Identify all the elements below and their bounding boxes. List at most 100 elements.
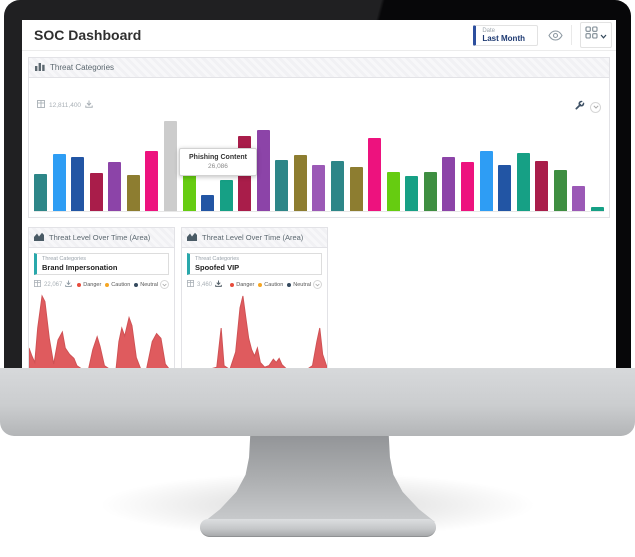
tooltip-value: 26,086 xyxy=(208,163,228,170)
widget-threat-categories: Threat Categories 12,811,400 xyxy=(28,57,610,218)
screen: SOC Dashboard Date Last Month xyxy=(22,20,616,368)
widget-selector-button[interactable] xyxy=(580,22,612,48)
bar[interactable] xyxy=(460,162,474,211)
area-stats: 3,460 Danger Caution Neutral xyxy=(187,280,322,289)
legend-dot xyxy=(77,282,82,287)
date-filter[interactable]: Date Last Month xyxy=(473,24,538,46)
eye-icon[interactable] xyxy=(548,29,563,41)
bar[interactable] xyxy=(423,172,437,211)
wrench-icon[interactable] xyxy=(574,98,585,116)
legend-dot xyxy=(105,282,110,287)
bar[interactable] xyxy=(331,161,344,211)
stat-row: 22,067 xyxy=(34,280,73,289)
tooltip-label: Phishing Content xyxy=(189,154,247,161)
area-stats: 22,067 Danger Caution Neutral xyxy=(34,280,169,289)
bar[interactable] xyxy=(498,165,512,211)
area-chart-icon xyxy=(187,232,197,243)
legend: Danger Caution Neutral xyxy=(230,282,311,288)
monitor-chin xyxy=(0,368,635,436)
bar[interactable] xyxy=(535,161,549,211)
bar[interactable] xyxy=(312,165,326,211)
filter-label: Threat Categories xyxy=(42,256,87,262)
stat-total: 12,811,400 xyxy=(49,101,82,109)
app-header: SOC Dashboard Date Last Month xyxy=(22,20,616,51)
bar[interactable] xyxy=(553,170,567,211)
download-icon[interactable] xyxy=(65,280,73,289)
widget-threat-level-left: Threat Level Over Time (Area) Threat Cat… xyxy=(28,227,175,368)
widget-threat-categories-body: 12,811,400 xyxy=(29,78,609,217)
bar[interactable] xyxy=(219,180,233,211)
bar[interactable] xyxy=(201,195,215,211)
lower-widgets-row: Threat Level Over Time (Area) Threat Cat… xyxy=(28,227,616,368)
bar[interactable] xyxy=(572,186,586,211)
area-chart-icon xyxy=(34,232,44,243)
legend-item-danger[interactable]: Danger xyxy=(77,282,101,288)
bar[interactable] xyxy=(108,162,122,211)
widget-threat-level-right: Threat Level Over Time (Area) Threat Cat… xyxy=(181,227,328,368)
bar[interactable] xyxy=(349,167,363,211)
bar[interactable] xyxy=(442,157,456,211)
bar-highlighted[interactable] xyxy=(163,121,177,211)
legend-item-neutral[interactable]: Neutral xyxy=(287,282,311,288)
chart-tooltip: Phishing Content 26,086 xyxy=(179,148,257,176)
monitor-stand-base xyxy=(200,519,436,537)
legend-toggle-button[interactable] xyxy=(160,280,169,289)
bar[interactable] xyxy=(126,175,140,211)
date-filter-value: Last Month xyxy=(482,33,525,43)
widget-title: Threat Categories xyxy=(50,63,115,72)
table-icon xyxy=(187,280,194,289)
bar[interactable] xyxy=(405,176,419,211)
filter-label: Threat Categories xyxy=(195,256,240,262)
legend-wrap: Danger Caution Neutral xyxy=(77,280,169,289)
bar[interactable] xyxy=(34,174,47,211)
monitor-bezel: SOC Dashboard Date Last Month xyxy=(4,0,631,368)
bar[interactable] xyxy=(368,138,382,211)
bar[interactable] xyxy=(516,153,530,211)
bar[interactable] xyxy=(145,151,159,211)
widget-title: Threat Level Over Time (Area) xyxy=(49,233,151,242)
bar[interactable] xyxy=(71,157,85,211)
download-icon[interactable] xyxy=(85,100,93,110)
date-filter-label: Date xyxy=(482,27,496,34)
widget-tools xyxy=(574,98,601,116)
bar[interactable] xyxy=(386,172,400,211)
filter-box[interactable]: Threat Categories Brand Impersonation xyxy=(34,253,169,275)
legend-wrap: Danger Caution Neutral xyxy=(230,280,322,289)
download-icon[interactable] xyxy=(215,280,222,289)
legend-dot xyxy=(258,282,263,287)
divider xyxy=(571,25,572,45)
bar[interactable] xyxy=(293,155,307,211)
legend-toggle-button[interactable] xyxy=(313,280,322,289)
bar[interactable] xyxy=(275,160,289,211)
bar-chart xyxy=(34,120,604,212)
legend-item-neutral[interactable]: Neutral xyxy=(134,282,158,288)
legend-dot xyxy=(287,282,292,287)
page-title: SOC Dashboard xyxy=(34,27,142,43)
area-chart-brand-impersonation[interactable] xyxy=(29,292,174,368)
filter-value: Spoofed VIP xyxy=(195,263,240,272)
stat-row: 12,811,400 xyxy=(37,100,93,110)
filter-box[interactable]: Threat Categories Spoofed VIP xyxy=(187,253,322,275)
bar[interactable] xyxy=(52,154,66,211)
bar[interactable] xyxy=(479,151,493,211)
bar[interactable] xyxy=(256,130,270,211)
widget-title: Threat Level Over Time (Area) xyxy=(202,233,304,242)
table-icon xyxy=(37,100,45,110)
legend-item-caution[interactable]: Caution xyxy=(258,282,283,288)
header-controls: Date Last Month xyxy=(473,20,612,50)
bar[interactable] xyxy=(590,207,604,211)
stat-total: 3,460 xyxy=(197,281,213,288)
table-icon xyxy=(34,280,41,289)
area-chart-spoofed-vip[interactable] xyxy=(182,292,327,368)
widget-threat-level-left-header: Threat Level Over Time (Area) xyxy=(29,228,174,248)
bar[interactable] xyxy=(89,173,103,211)
stat-row: 3,460 xyxy=(187,280,222,289)
legend-item-caution[interactable]: Caution xyxy=(105,282,130,288)
collapse-widget-button[interactable] xyxy=(590,101,601,113)
chevron-down-icon xyxy=(600,26,607,44)
stat-total: 22,067 xyxy=(44,281,63,288)
legend-dot xyxy=(230,282,235,287)
legend-item-danger[interactable]: Danger xyxy=(230,282,254,288)
filter-value: Brand Impersonation xyxy=(42,263,118,272)
